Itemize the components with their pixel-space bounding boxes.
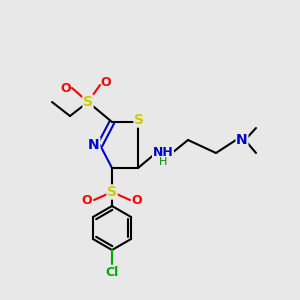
Text: NH: NH (153, 146, 173, 160)
Text: S: S (83, 95, 93, 109)
Text: H: H (159, 157, 167, 167)
Text: O: O (82, 194, 92, 206)
Text: O: O (61, 82, 71, 94)
Text: S: S (107, 185, 117, 199)
Text: N: N (236, 133, 248, 147)
Text: Cl: Cl (105, 266, 119, 278)
Text: O: O (101, 76, 111, 89)
Text: S: S (134, 113, 144, 127)
Text: N: N (88, 138, 100, 152)
Text: O: O (132, 194, 142, 206)
